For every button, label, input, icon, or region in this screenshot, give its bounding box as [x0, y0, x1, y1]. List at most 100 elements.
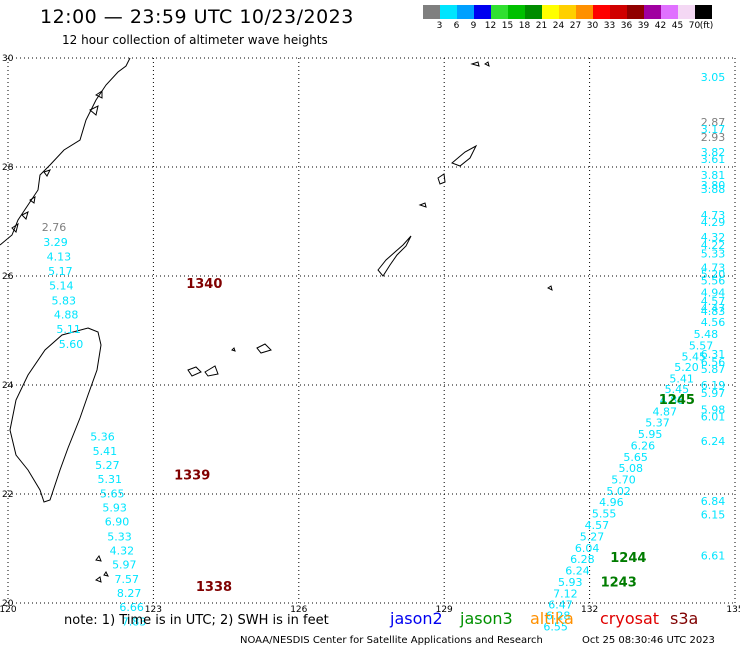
- map-title: 12:00 — 23:59 UTC 10/23/2023: [40, 6, 354, 28]
- credit-line: NOAA/NESDIS Center for Satellite Applica…: [240, 635, 543, 646]
- swh-value: 4.57: [701, 295, 726, 308]
- legend-swatch: [423, 5, 440, 19]
- swh-value: 5.33: [107, 530, 132, 543]
- lon-tick-label: 120: [0, 605, 17, 615]
- satellite-jason3: jason3: [460, 609, 513, 628]
- legend-swatch: [695, 5, 712, 19]
- swh-value: 5.14: [49, 280, 74, 293]
- swh-value: 4.73: [701, 209, 726, 222]
- legend-tick-label: 12: [484, 21, 497, 31]
- legend-tick-label: 30: [586, 21, 599, 31]
- lat-tick-label: 20: [2, 599, 14, 609]
- legend-swatch: [491, 5, 508, 19]
- legend-tick-label: 3: [436, 21, 443, 31]
- lon-tick-label: 132: [581, 605, 598, 615]
- generation-timestamp: Oct 25 08:30:46 UTC 2023: [582, 635, 715, 646]
- satellite-cryosat: cryosat: [600, 609, 660, 628]
- taiwan-coastline: [9, 327, 102, 503]
- legend-swatch: [508, 5, 525, 19]
- lat-tick-label: 26: [2, 272, 14, 282]
- swh-labels: 2.763.294.135.175.145.834.885.115.605.36…: [42, 71, 725, 633]
- legend-tick-label: 45: [671, 21, 684, 31]
- swh-value: 4.57: [585, 519, 610, 532]
- swh-value: 5.31: [98, 473, 123, 486]
- legend-swatch: [661, 5, 678, 19]
- swh-value: 4.73: [701, 262, 726, 275]
- swh-value: 5.36: [90, 431, 115, 444]
- legend-tick-label: 42: [654, 21, 667, 31]
- swh-value: 3.29: [43, 236, 68, 249]
- lat-lon-grid: [7, 57, 736, 604]
- legend-swatch: [678, 5, 695, 19]
- swh-value: 6.01: [701, 410, 726, 423]
- swh-value: 6.15: [701, 509, 726, 522]
- swh-value: 3.82: [701, 146, 726, 159]
- swh-value: 5.65: [100, 487, 125, 500]
- swh-value: 5.56: [701, 275, 726, 288]
- swh-value: 3.80: [701, 179, 726, 192]
- legend-swatch: [542, 5, 559, 19]
- okinawa-island: [377, 235, 412, 277]
- small-islet: [231, 202, 553, 352]
- swh-value: 6.66: [119, 601, 144, 614]
- legend-tick-label: 18: [518, 21, 531, 31]
- satellite-s3a: s3a: [670, 609, 699, 628]
- pass-time: 1340: [186, 277, 222, 292]
- legend-swatch: [474, 5, 491, 19]
- swh-value: 6.28: [570, 553, 595, 566]
- swh-value: 6.24: [701, 435, 726, 448]
- swh-value: 6.26: [631, 439, 656, 452]
- swh-value: 5.20: [701, 268, 726, 281]
- swh-value: 5.45: [665, 383, 690, 396]
- legend-tick-label: 70: [688, 21, 701, 31]
- legend-swatch: [525, 5, 542, 19]
- map-subtitle: 12 hour collection of altimeter wave hei…: [62, 33, 328, 47]
- swh-value: 6.61: [701, 549, 726, 562]
- swh-value: 6.56: [701, 356, 726, 369]
- swh-value: 5.93: [558, 576, 583, 589]
- coastlines: [0, 57, 553, 583]
- swh-value: 4.94: [701, 287, 726, 300]
- legend-swatch: [644, 5, 661, 19]
- pass-time: 1245: [659, 393, 695, 408]
- swh-value: 4.47: [701, 302, 726, 315]
- swh-value: 4.13: [47, 251, 72, 264]
- swh-value: 4.32: [701, 231, 726, 244]
- legend-tick-label: 15: [501, 21, 514, 31]
- swh-value: 5.65: [623, 451, 648, 464]
- swh-value: 4.56: [701, 316, 726, 329]
- swh-value: 5.48: [694, 328, 719, 341]
- legend-swatch: [610, 5, 627, 19]
- legend-tick-label: 6: [453, 21, 460, 31]
- swh-value: 5.08: [619, 462, 644, 475]
- legend-tick-label: 24: [552, 21, 565, 31]
- lon-tick-label: 135: [726, 605, 740, 615]
- swh-value: 5.97: [112, 559, 137, 572]
- swh-value: 5.97: [701, 387, 726, 400]
- lat-tick-label: 28: [2, 163, 14, 173]
- axis-tick-labels: 120 123 126 129 132 135 30 28 26 24 22 20: [0, 54, 740, 615]
- yakushima-island: [470, 61, 490, 67]
- pass-time: 1339: [174, 468, 210, 483]
- swh-value: 5.57: [689, 340, 714, 353]
- pass-time: 1243: [601, 576, 637, 591]
- legend-tick-label: 9: [470, 21, 477, 31]
- swh-value: 6.47: [548, 598, 573, 611]
- swh-value: 5.70: [611, 474, 636, 487]
- swh-value: 7.83: [122, 615, 147, 628]
- swh-value: 3.88: [701, 183, 726, 196]
- lat-tick-label: 30: [2, 54, 14, 64]
- swh-value: 2.76: [42, 221, 67, 234]
- legend-swatch: [593, 5, 610, 19]
- swh-value: 7.57: [114, 573, 139, 586]
- legend-swatch: [627, 5, 644, 19]
- swh-value: 5.98: [701, 403, 726, 416]
- swh-value: 5.55: [592, 507, 617, 520]
- swh-value: 5.27: [95, 459, 120, 472]
- swh-value: 5.41: [93, 445, 118, 458]
- batanes-islands: [94, 554, 109, 583]
- color-legend-labels: 3 6 9 12 15 18 21 24 27 30 33 36 39 42 45 70 (ft): [423, 21, 740, 33]
- lon-tick-label: 129: [436, 605, 453, 615]
- legend-tick-label: 39: [637, 21, 650, 31]
- swh-value: 4.83: [701, 305, 726, 318]
